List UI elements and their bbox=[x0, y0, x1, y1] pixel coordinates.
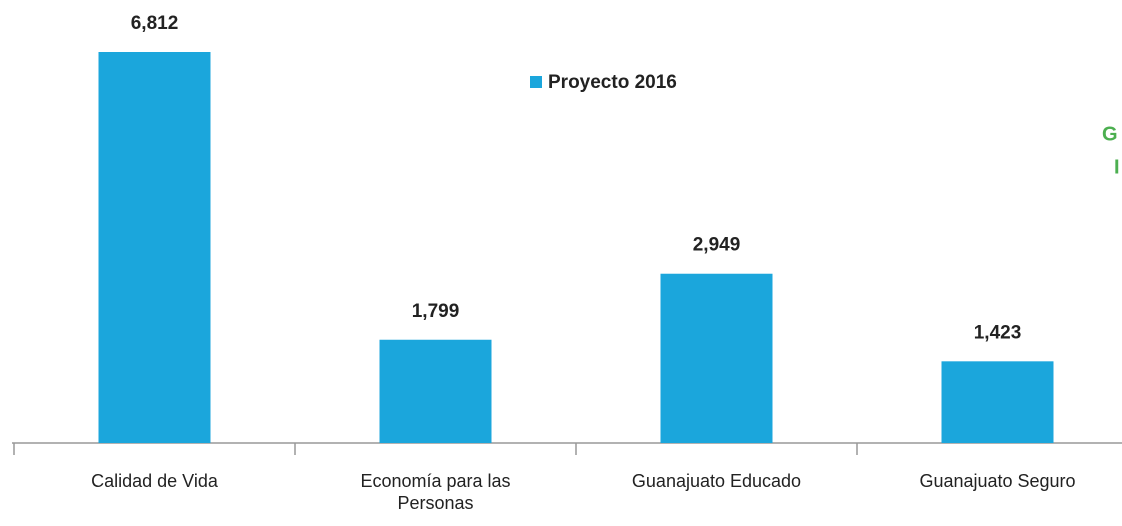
x-tick-label: Economía para las Personas bbox=[360, 471, 511, 513]
x-tick-label: Guanajuato Seguro bbox=[919, 471, 1076, 491]
bar bbox=[941, 361, 1054, 443]
bar bbox=[660, 273, 773, 443]
data-label: 2,949 bbox=[693, 235, 741, 256]
x-tick-label: Guanajuato Educado bbox=[631, 471, 802, 491]
legend-label: Proyecto 2016 bbox=[548, 72, 677, 93]
data-label: 1,423 bbox=[974, 322, 1022, 343]
bar bbox=[98, 52, 211, 443]
annotation: G bbox=[1102, 123, 1118, 145]
x-tick-label: Calidad de Vida bbox=[91, 471, 218, 491]
data-label: 6,812 bbox=[131, 13, 179, 34]
legend-swatch bbox=[530, 76, 542, 88]
annotation: I bbox=[1114, 156, 1120, 178]
data-label: 1,799 bbox=[412, 301, 460, 322]
bar bbox=[379, 339, 492, 443]
